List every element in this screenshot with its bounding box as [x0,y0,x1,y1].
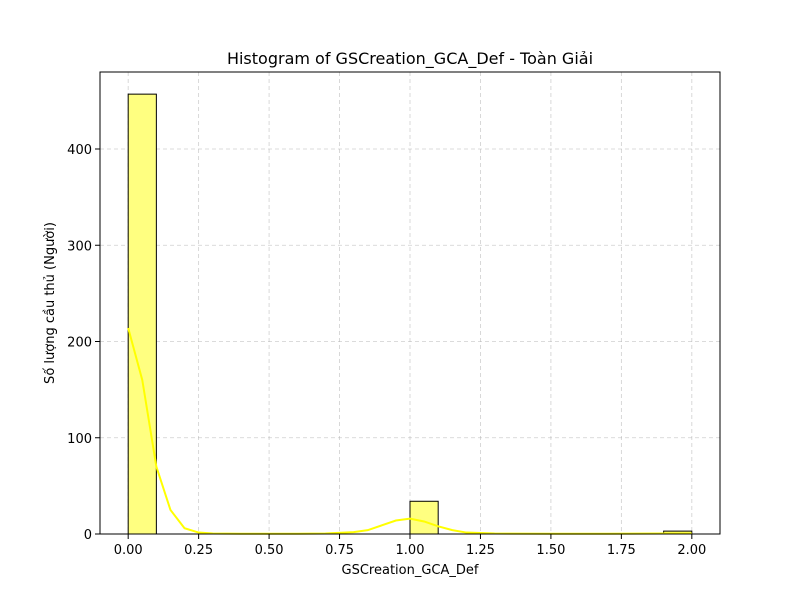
y-tick-label: 400 [67,143,92,158]
x-tick-label: 1.75 [607,543,636,558]
y-tick-label: 200 [67,336,92,351]
x-tick-label: 0.50 [255,543,284,558]
y-tick-label: 100 [67,432,92,447]
x-tick-label: 0.75 [325,543,354,558]
x-tick-label: 0.25 [184,543,213,558]
y-tick-label: 300 [67,239,92,254]
y-axis-label: Số lượng cầu thủ (Người) [43,222,58,384]
x-tick-label: 0.00 [114,543,143,558]
x-tick-label: 1.00 [396,543,425,558]
y-tick-label: 0 [84,528,92,543]
x-tick-label: 1.50 [536,543,565,558]
x-tick-label: 1.25 [466,543,495,558]
plot-area: 0.00 0.25 0.50 0.75 1.00 1.25 1.50 1.75 2.00 0 100… [67,71,721,558]
x-axis-label: GSCreation_GCA_Def [342,563,479,578]
x-tick-label: 2.00 [677,543,706,558]
histogram-bar [409,500,439,535]
histogram-bar [127,93,157,535]
chart-title: Histogram of GSCreation_GCA_Def - Toàn G… [227,49,593,69]
